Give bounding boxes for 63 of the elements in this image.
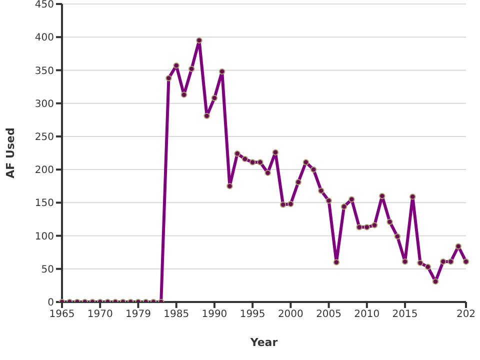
- point: [364, 224, 370, 230]
- x-tick-label: 1985: [164, 309, 190, 320]
- point: [424, 264, 431, 270]
- point: [242, 156, 248, 162]
- point: [226, 183, 233, 190]
- y-tick-label: 450: [34, 0, 54, 11]
- y-tick-label: 100: [34, 231, 54, 242]
- point: [394, 233, 400, 240]
- x-axis-title: Year: [249, 336, 278, 349]
- point: [440, 258, 446, 265]
- point: [340, 204, 348, 210]
- x-tick-label: 2000: [278, 309, 304, 320]
- point: [234, 150, 240, 157]
- x-tick-label: 1990: [202, 309, 228, 320]
- point: [173, 62, 180, 69]
- point: [410, 194, 416, 200]
- x-tick-label: 1979: [126, 309, 151, 320]
- point: [310, 166, 317, 173]
- point: [280, 202, 286, 208]
- y-tick-label: 400: [34, 32, 54, 44]
- y-tick-label: 200: [34, 165, 54, 176]
- x-tick-label: 1970: [87, 309, 113, 320]
- x-tick-label: 2010: [354, 309, 380, 320]
- point: [288, 200, 294, 208]
- point: [386, 218, 393, 225]
- point: [326, 198, 332, 204]
- point: [218, 68, 226, 75]
- point: [204, 112, 210, 120]
- x-tick-label: 202: [456, 309, 476, 320]
- point: [166, 75, 172, 82]
- point: [318, 188, 324, 194]
- y-tick-label: 50: [41, 264, 54, 276]
- x-tick-label: 1995: [240, 309, 266, 320]
- y-tick-label: 0: [48, 298, 54, 309]
- point: [264, 170, 271, 176]
- point: [379, 192, 386, 200]
- point: [417, 260, 424, 266]
- point: [462, 258, 470, 265]
- point: [180, 92, 188, 98]
- point: [196, 37, 202, 44]
- point: [295, 179, 302, 186]
- y-tick-label: 250: [34, 132, 54, 143]
- y-axis-title: AF Used: [4, 128, 17, 178]
- point: [188, 66, 195, 72]
- y-tick-label: 300: [34, 98, 54, 110]
- point: [211, 94, 218, 102]
- x-tick-label: 2015: [392, 309, 418, 320]
- point: [348, 196, 355, 202]
- point: [333, 259, 340, 266]
- x-tick-label: 1965: [49, 309, 75, 320]
- point: [455, 243, 462, 250]
- point: [249, 159, 256, 166]
- point: [302, 159, 310, 166]
- point: [356, 224, 362, 230]
- y-tick-label: 350: [34, 66, 54, 77]
- x-tick-label: 2005: [316, 309, 342, 320]
- point: [402, 258, 408, 265]
- y-tick-label: 150: [34, 198, 54, 210]
- point: [272, 149, 279, 156]
- point: [448, 258, 454, 265]
- point: [257, 159, 264, 166]
- point: [432, 278, 439, 285]
- point: [371, 222, 378, 228]
